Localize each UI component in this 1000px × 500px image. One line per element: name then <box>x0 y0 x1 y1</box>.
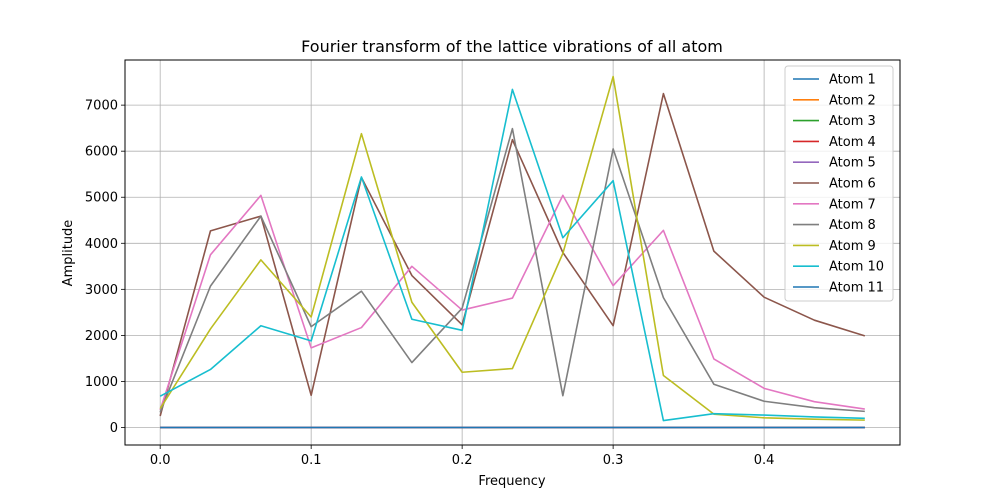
x-axis-label: Frequency <box>478 474 545 489</box>
series-line-atom-7 <box>159 194 865 411</box>
y-tick-label: 3000 <box>85 283 118 298</box>
legend-label: Atom 2 <box>829 93 876 108</box>
legend-label: Atom 6 <box>829 177 876 192</box>
y-axis-label: Amplitude <box>61 220 76 287</box>
series-line-atom-9 <box>159 75 865 421</box>
chart-title: Fourier transform of the lattice vibrati… <box>301 37 723 56</box>
legend-label: Atom 1 <box>829 73 876 88</box>
x-tick-label: 0.4 <box>754 453 775 468</box>
grid <box>125 60 900 445</box>
legend-label: Atom 11 <box>829 281 884 296</box>
x-tick-label: 0.2 <box>452 453 473 468</box>
y-tick-label: 4000 <box>85 237 118 252</box>
legend-label: Atom 5 <box>829 156 876 171</box>
plot-frame <box>124 59 901 446</box>
series-line-atom-8 <box>159 127 865 413</box>
x-tick-label: 0.0 <box>150 453 171 468</box>
legend-label: Atom 3 <box>829 114 876 129</box>
legend-label: Atom 10 <box>829 260 884 275</box>
x-tick-label: 0.1 <box>301 453 322 468</box>
legend-label: Atom 7 <box>829 197 876 212</box>
series-lines <box>159 75 866 429</box>
legend-label: Atom 8 <box>829 218 876 233</box>
x-axis-ticks: 0.0 0.1 0.2 0.3 0.4 <box>150 445 775 468</box>
y-axis-ticks: 0 1000 2000 3000 4000 5000 6000 7000 <box>85 99 125 436</box>
legend-label: Atom 9 <box>829 239 876 254</box>
series-line-atom-6 <box>159 92 866 417</box>
legend-label: Atom 4 <box>829 135 876 150</box>
y-tick-label: 0 <box>110 421 118 436</box>
y-tick-label: 6000 <box>85 145 118 160</box>
y-tick-label: 1000 <box>85 375 118 390</box>
legend-box <box>784 65 894 302</box>
legend: Atom 1 Atom 2 Atom 3 Atom 4 Atom 5 Atom 6 Atom… <box>784 65 894 302</box>
x-tick-label: 0.3 <box>603 453 624 468</box>
y-tick-label: 2000 <box>85 329 118 344</box>
y-tick-label: 5000 <box>85 191 118 206</box>
y-tick-label: 7000 <box>85 99 118 114</box>
series-line-atom-10 <box>159 88 865 422</box>
